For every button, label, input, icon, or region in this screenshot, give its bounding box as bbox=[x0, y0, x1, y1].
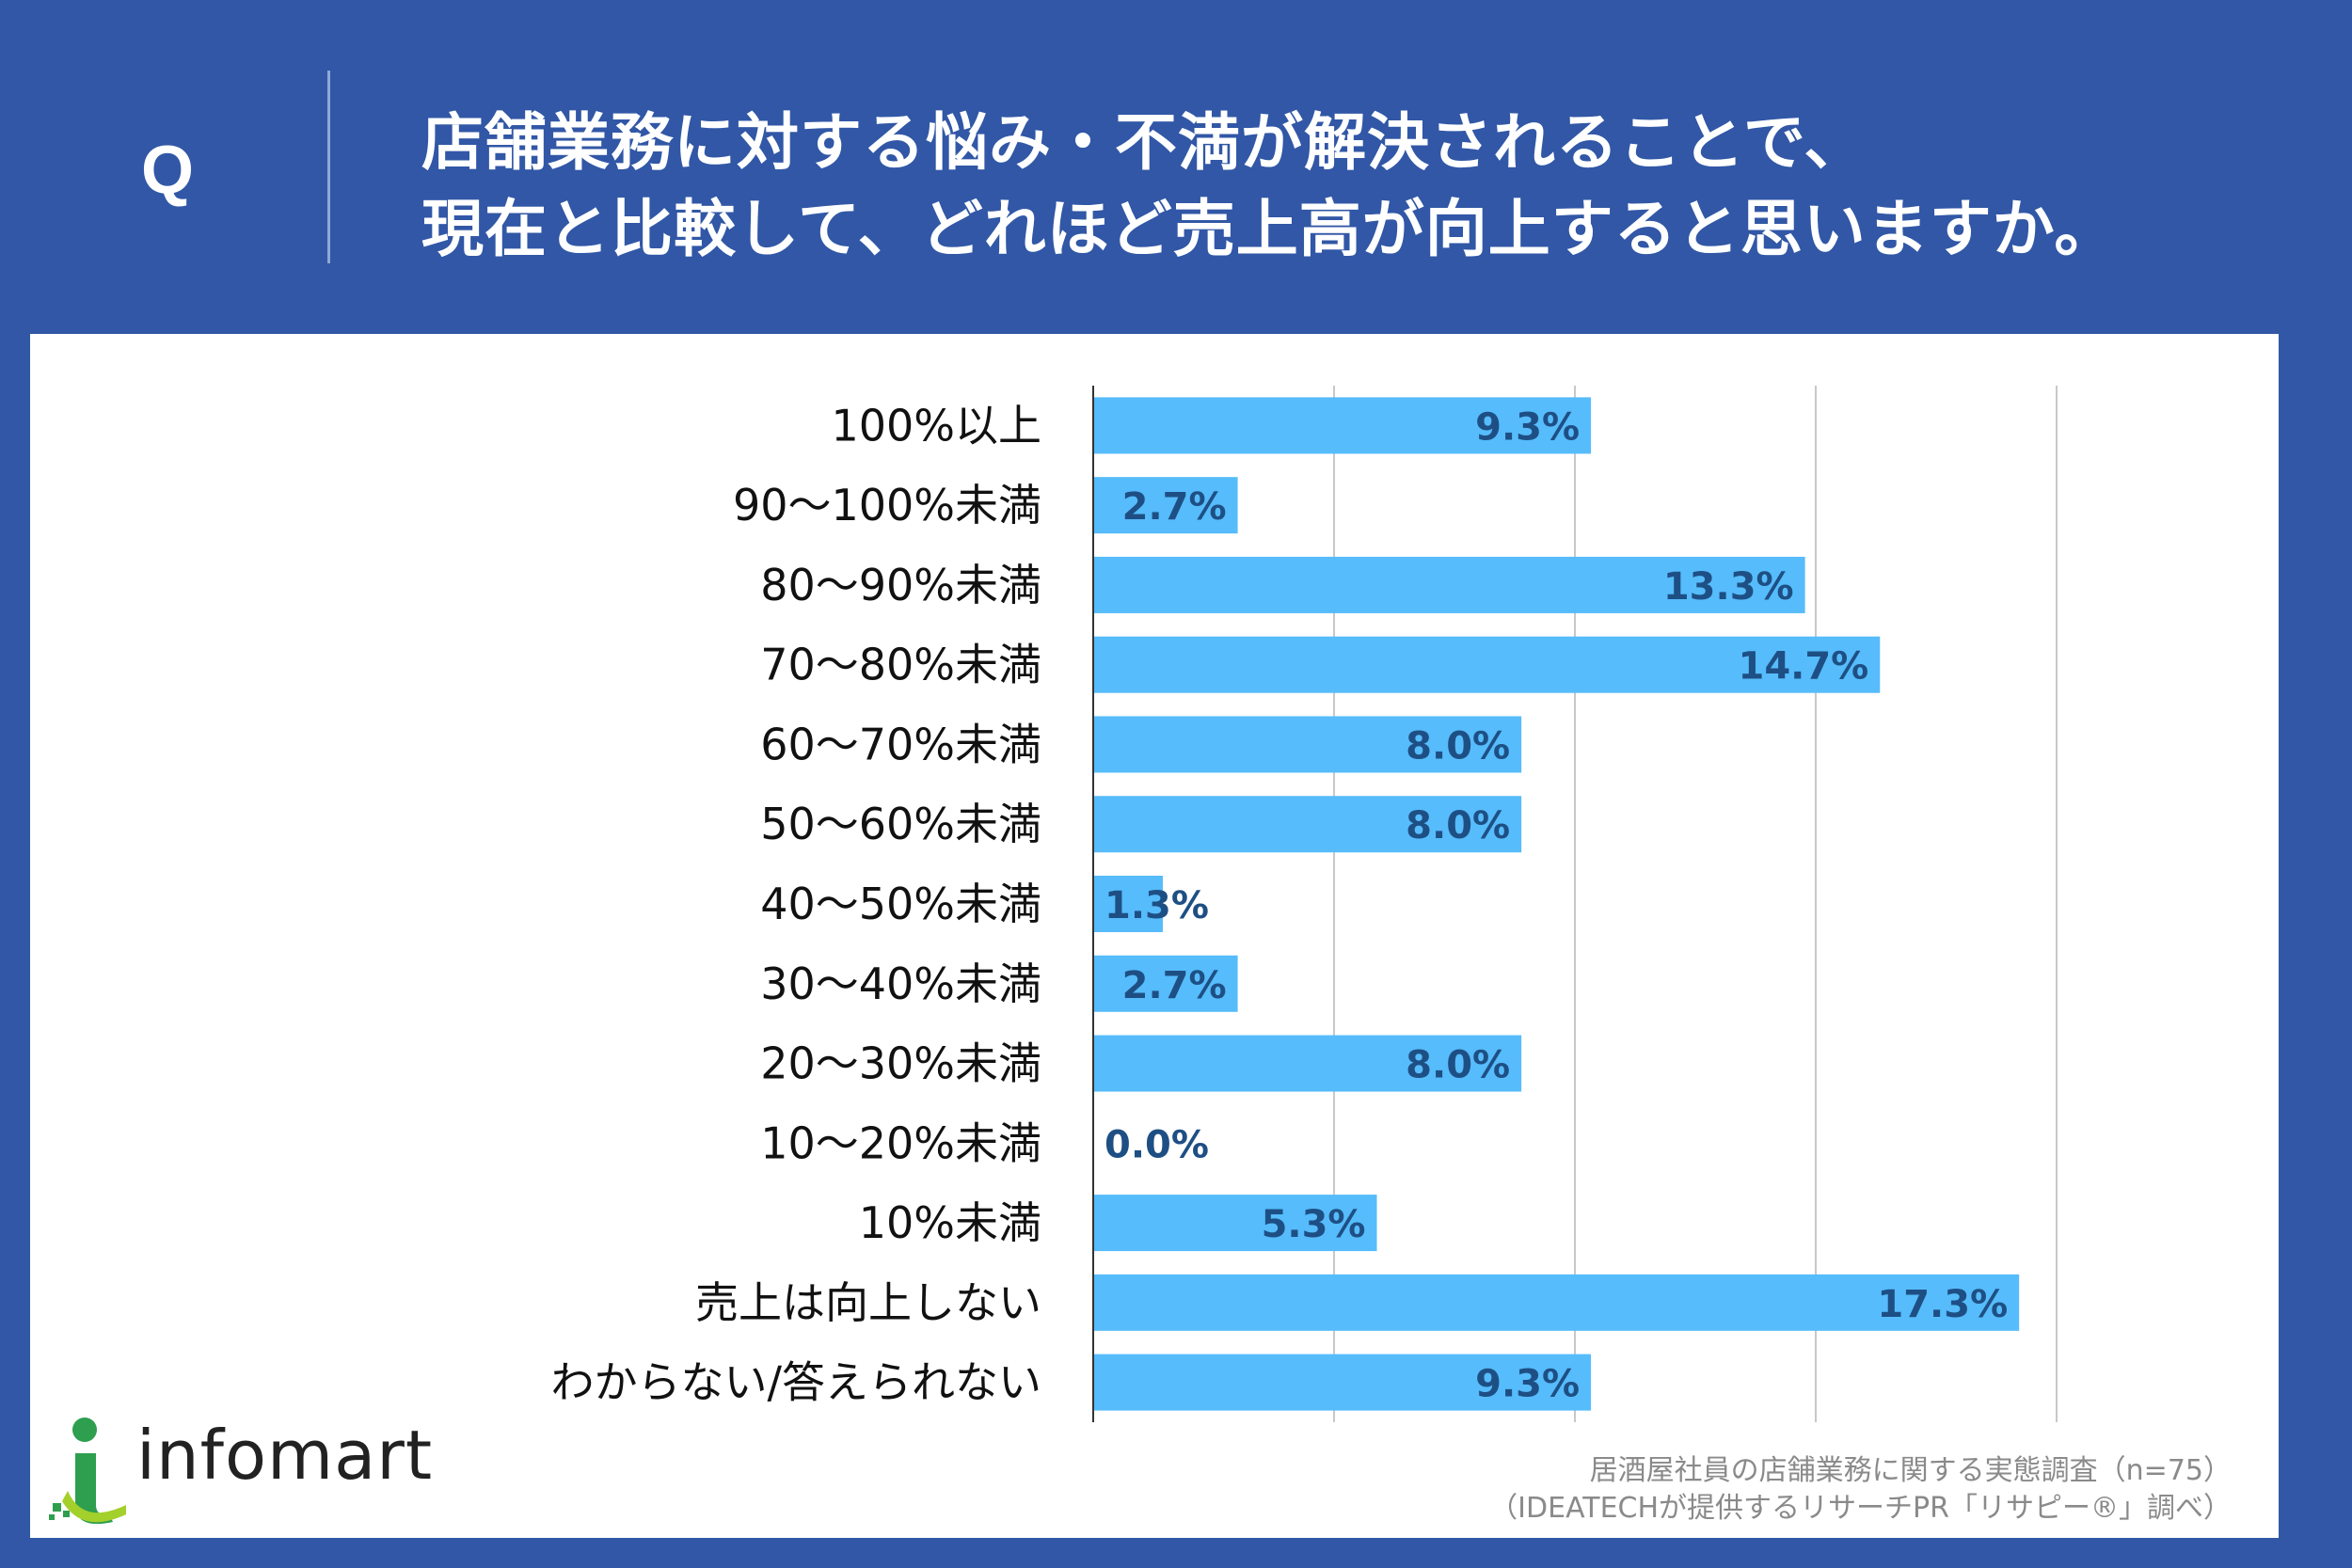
value-label: 14.7% bbox=[1738, 645, 1868, 689]
value-label: 2.7% bbox=[1122, 485, 1227, 529]
bar bbox=[1093, 955, 1238, 1012]
infomart-logo: infomart bbox=[47, 1411, 499, 1524]
source-note-line-2: （IDEATECHが提供するリサーチPR「リサピー®」調べ） bbox=[1489, 1492, 2232, 1525]
bar bbox=[1093, 556, 1805, 613]
value-label: 0.0% bbox=[1104, 1123, 1209, 1166]
value-label: 1.3% bbox=[1104, 884, 1209, 927]
category-label: わからない/答えられない bbox=[551, 1357, 1042, 1408]
category-label: 売上は向上しない bbox=[695, 1277, 1041, 1328]
question-text-line-2: 現在と比較して、どれほど売上高が向上すると思いますか。 bbox=[421, 193, 2118, 265]
question-header: Q 店舗業務に対する悩み・不満が解決されることで、 現在と比較して、どれほど売上… bbox=[0, 0, 2352, 334]
category-label: 10%未満 bbox=[859, 1197, 1041, 1248]
category-label: 50～60%未満 bbox=[760, 799, 1041, 849]
bar bbox=[1093, 796, 1522, 853]
value-label: 5.3% bbox=[1262, 1203, 1366, 1246]
value-label: 17.3% bbox=[1877, 1283, 2008, 1326]
category-label: 100%以上 bbox=[831, 400, 1041, 451]
question-text-line-1: 店舗業務に対する悩み・不満が解決されることで、 bbox=[421, 106, 1867, 179]
value-label: 8.0% bbox=[1406, 804, 1510, 847]
value-label: 2.7% bbox=[1122, 964, 1227, 1007]
category-label: 80～90%未満 bbox=[760, 560, 1041, 610]
bar bbox=[1093, 397, 1592, 454]
chart-panel: 100%以上 9.3% 90～100%未満 2.7% 80～90%未満 13.3% 70～8… bbox=[30, 334, 2279, 1538]
logo-mark-icon bbox=[49, 1418, 126, 1524]
value-label: 8.0% bbox=[1406, 724, 1510, 768]
bar bbox=[1093, 1195, 1377, 1252]
bar bbox=[1093, 716, 1522, 773]
value-label: 9.3% bbox=[1475, 405, 1580, 449]
bar bbox=[1093, 1035, 1522, 1092]
category-label: 40～50%未満 bbox=[760, 879, 1041, 929]
bar bbox=[1093, 477, 1238, 534]
category-label: 10～20%未満 bbox=[760, 1117, 1041, 1168]
value-label: 8.0% bbox=[1406, 1044, 1510, 1087]
bar bbox=[1093, 1274, 2020, 1331]
category-label: 60～70%未満 bbox=[760, 719, 1041, 769]
category-label: 30～40%未満 bbox=[760, 958, 1041, 1009]
value-label: 13.3% bbox=[1663, 565, 1794, 609]
question-marker: Q bbox=[141, 133, 195, 208]
category-label: 70～80%未満 bbox=[760, 640, 1041, 690]
source-note-line-1: 居酒屋社員の店舗業務に関する実態調査（n=75） bbox=[1589, 1454, 2232, 1487]
header-divider bbox=[327, 71, 330, 263]
bar-chart: 100%以上 9.3% 90～100%未満 2.7% 80～90%未満 13.3% 70～8… bbox=[551, 386, 2058, 1422]
bar bbox=[1093, 636, 1881, 693]
value-label: 9.3% bbox=[1475, 1363, 1580, 1406]
bar bbox=[1093, 1354, 1592, 1411]
category-label: 20～30%未満 bbox=[760, 1038, 1041, 1089]
bar bbox=[1093, 876, 1163, 932]
logo-wordmark: infomart bbox=[136, 1416, 434, 1495]
category-label: 90～100%未満 bbox=[733, 480, 1041, 531]
